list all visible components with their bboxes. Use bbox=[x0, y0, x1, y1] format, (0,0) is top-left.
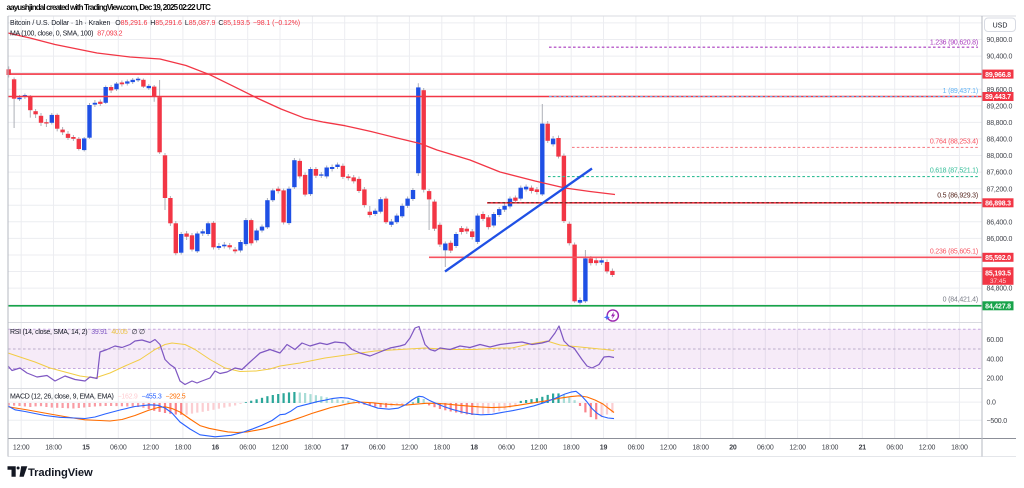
svg-text:16: 16 bbox=[212, 445, 220, 452]
svg-text:06:00: 06:00 bbox=[110, 445, 127, 452]
svg-text:0.236 (85,605.1): 0.236 (85,605.1) bbox=[930, 248, 978, 255]
svg-text:18: 18 bbox=[470, 445, 478, 452]
svg-text:TradingView: TradingView bbox=[28, 467, 93, 479]
svg-text:12:00: 12:00 bbox=[919, 445, 936, 452]
svg-text:12:00: 12:00 bbox=[272, 445, 289, 452]
svg-text:87,200.0: 87,200.0 bbox=[987, 186, 1013, 193]
svg-text:87,600.0: 87,600.0 bbox=[987, 170, 1013, 177]
svg-text:40.00: 40.00 bbox=[987, 356, 1004, 363]
svg-text:88,800.0: 88,800.0 bbox=[987, 120, 1013, 127]
svg-text:37:45: 37:45 bbox=[990, 278, 1006, 285]
svg-text:12:00: 12:00 bbox=[142, 445, 159, 452]
svg-text:18:00: 18:00 bbox=[45, 445, 62, 452]
svg-text:20: 20 bbox=[729, 445, 737, 452]
svg-text:06:00: 06:00 bbox=[239, 445, 256, 452]
svg-text:0.0: 0.0 bbox=[987, 400, 996, 407]
svg-text:06:00: 06:00 bbox=[886, 445, 903, 452]
svg-text:0.764 (88,253.4): 0.764 (88,253.4) bbox=[930, 139, 978, 146]
svg-text:18:00: 18:00 bbox=[434, 445, 451, 452]
svg-text:89,966.8: 89,966.8 bbox=[985, 72, 1011, 79]
svg-text:1.236 (90,620.8): 1.236 (90,620.8) bbox=[930, 39, 978, 46]
svg-text:06:00: 06:00 bbox=[757, 445, 774, 452]
svg-text:17: 17 bbox=[341, 445, 349, 452]
svg-text:84,800.0: 84,800.0 bbox=[987, 286, 1013, 293]
svg-text:90,400.0: 90,400.0 bbox=[987, 54, 1013, 61]
svg-text:88,000.0: 88,000.0 bbox=[987, 153, 1013, 160]
svg-text:1 (89,437.1): 1 (89,437.1) bbox=[943, 88, 978, 95]
svg-text:0 (84,421.4): 0 (84,421.4) bbox=[943, 297, 978, 304]
svg-text:MA (100, close, 0, SMA, 100)87: MA (100, close, 0, SMA, 100) 87,093.2 bbox=[10, 31, 123, 38]
svg-text:aayushjindal created with Trad: aayushjindal created with TradingView.co… bbox=[7, 3, 212, 12]
svg-text:85,592.0: 85,592.0 bbox=[985, 255, 1011, 262]
svg-text:RSI (14, close, SMA, 14, 2)39.: RSI (14, close, SMA, 14, 2) 39.91 40.05 ∅ ∅ bbox=[10, 329, 145, 336]
svg-text:12:00: 12:00 bbox=[789, 445, 806, 452]
svg-text:18:00: 18:00 bbox=[692, 445, 709, 452]
svg-text:90,800.0: 90,800.0 bbox=[987, 37, 1013, 44]
svg-text:19: 19 bbox=[600, 445, 608, 452]
svg-text:12:00: 12:00 bbox=[531, 445, 548, 452]
svg-text:18:00: 18:00 bbox=[175, 445, 192, 452]
svg-text:84,427.8: 84,427.8 bbox=[985, 304, 1011, 311]
svg-text:−500.0: −500.0 bbox=[987, 418, 1008, 425]
svg-text:15: 15 bbox=[82, 445, 90, 452]
svg-text:86,000.0: 86,000.0 bbox=[987, 236, 1013, 243]
svg-text:21: 21 bbox=[859, 445, 867, 452]
svg-text:Bitcoin / U.S. Dollar · 1h · K: Bitcoin / U.S. Dollar · 1h · Kraken O85,2… bbox=[10, 20, 300, 27]
svg-text:85,193.5: 85,193.5 bbox=[985, 270, 1011, 277]
svg-text:MACD (12, 26, close, 9, EMA, E: MACD (12, 26, close, 9, EMA, EMA) −162.9−… bbox=[10, 394, 186, 401]
svg-text:06:00: 06:00 bbox=[498, 445, 515, 452]
svg-text:86,898.3: 86,898.3 bbox=[985, 201, 1011, 208]
svg-text:89,600.0: 89,600.0 bbox=[987, 87, 1013, 94]
svg-text:18:00: 18:00 bbox=[951, 445, 968, 452]
svg-text:0.5 (86,929.3): 0.5 (86,929.3) bbox=[937, 192, 978, 199]
svg-text:20.00: 20.00 bbox=[987, 376, 1004, 383]
svg-text:86,400.0: 86,400.0 bbox=[987, 219, 1013, 226]
svg-text:12:00: 12:00 bbox=[660, 445, 677, 452]
svg-text:18:00: 18:00 bbox=[304, 445, 321, 452]
svg-text:06:00: 06:00 bbox=[628, 445, 645, 452]
svg-text:89,200.0: 89,200.0 bbox=[987, 103, 1013, 110]
svg-text:12:00: 12:00 bbox=[401, 445, 418, 452]
svg-text:06:00: 06:00 bbox=[369, 445, 386, 452]
svg-text:18:00: 18:00 bbox=[822, 445, 839, 452]
svg-text:0.618 (87,521.1): 0.618 (87,521.1) bbox=[930, 168, 978, 175]
svg-text:89,443.7: 89,443.7 bbox=[985, 94, 1011, 101]
svg-text:60.00: 60.00 bbox=[987, 337, 1004, 344]
svg-text:12:00: 12:00 bbox=[13, 445, 30, 452]
svg-text:88,400.0: 88,400.0 bbox=[987, 137, 1013, 144]
svg-text:USD: USD bbox=[993, 22, 1008, 29]
svg-text:18:00: 18:00 bbox=[563, 445, 580, 452]
